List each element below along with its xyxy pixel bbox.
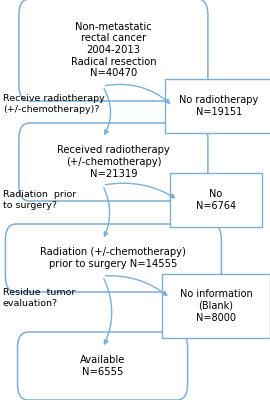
FancyBboxPatch shape xyxy=(18,332,188,400)
Text: Residue  tumor
evaluation?: Residue tumor evaluation? xyxy=(3,288,75,308)
Text: Available
N=6555: Available N=6555 xyxy=(80,355,125,377)
Text: No radiotherapy
N=19151: No radiotherapy N=19151 xyxy=(179,95,258,117)
Text: Radiation  prior
to surgery?: Radiation prior to surgery? xyxy=(3,190,76,210)
FancyBboxPatch shape xyxy=(162,274,270,338)
Text: Non-metastatic
rectal cancer
2004-2013
Radical resection
N=40470: Non-metastatic rectal cancer 2004-2013 R… xyxy=(70,22,156,78)
FancyBboxPatch shape xyxy=(19,123,208,201)
FancyBboxPatch shape xyxy=(5,224,221,292)
FancyBboxPatch shape xyxy=(19,0,208,101)
Text: No
N=6764: No N=6764 xyxy=(196,189,236,211)
Text: Radiation (+/-chemotherapy)
prior to surgery N=14555: Radiation (+/-chemotherapy) prior to sur… xyxy=(40,247,186,269)
FancyBboxPatch shape xyxy=(170,173,262,227)
Text: Receive radiotherapy
(+/-chemotherapy)?: Receive radiotherapy (+/-chemotherapy)? xyxy=(3,94,104,114)
FancyBboxPatch shape xyxy=(165,79,270,133)
Text: No information
(Blank)
N=8000: No information (Blank) N=8000 xyxy=(180,290,252,322)
Text: Received radiotherapy
(+/-chemotherapy)
N=21319: Received radiotherapy (+/-chemotherapy) … xyxy=(57,146,170,178)
